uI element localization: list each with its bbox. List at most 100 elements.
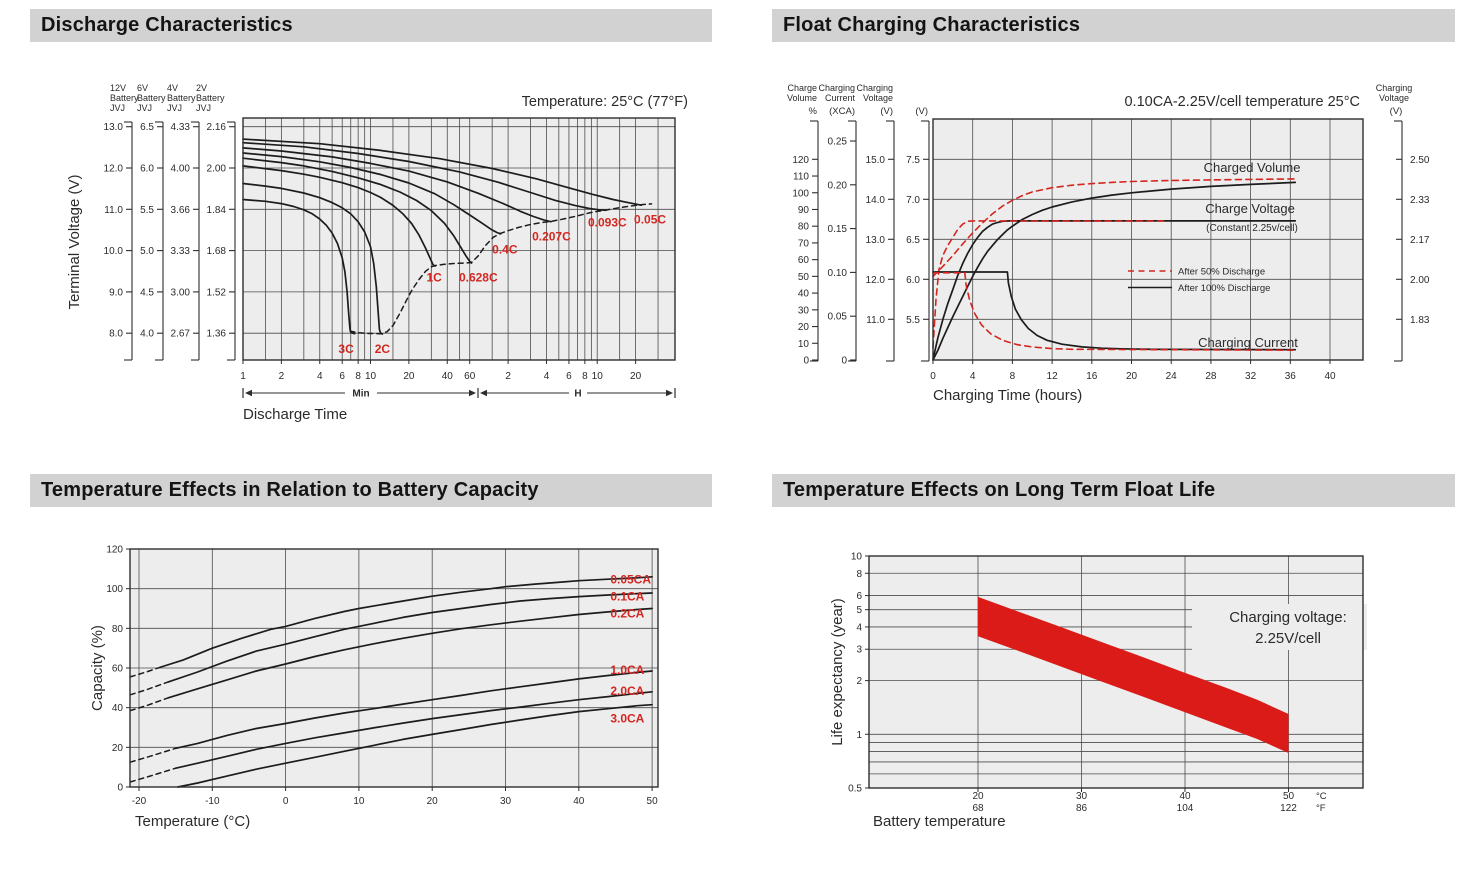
y-tick-label: 5.5 [906, 315, 920, 326]
series-Charging Current after 50% discharge [932, 272, 1297, 351]
series-2C [242, 182, 384, 335]
y-tick-label: 4.33 [171, 122, 191, 133]
x-tick-label: 20 [630, 371, 642, 382]
y-tick-label: 13.0 [104, 122, 124, 133]
discharge-plot-bg [243, 118, 675, 360]
y-tick-label: 100 [106, 584, 123, 595]
y-tick-label: 3.33 [171, 246, 191, 257]
y-tick-label: 2.00 [1410, 275, 1430, 286]
curve-label-3.0CA: 3.0CA [610, 712, 644, 726]
y-tick-label: 10.0 [104, 246, 124, 257]
label-charge-voltage: Charge Voltage [1205, 201, 1295, 216]
y-tick-label: 4 [856, 622, 862, 633]
x-tick-label: 40 [442, 371, 454, 382]
y-tick-label: 2 [856, 676, 862, 687]
scale-header: Battery [196, 93, 225, 103]
section-title-temperature-capacity: Temperature Effects in Relation to Batte… [41, 479, 539, 501]
x-tick-label: 20 [1126, 371, 1138, 382]
y-tick-label: 7.5 [906, 155, 920, 166]
series-Charge Voltage after 100% discharge [932, 220, 1297, 361]
scale-unit: (V) [1390, 106, 1403, 117]
series-Charged Volume after 50% discharge [932, 178, 1297, 278]
section-title-discharge: Discharge Characteristics [41, 14, 293, 36]
y-tick-label: 6.0 [140, 164, 154, 175]
y-tick-label: 40 [112, 703, 124, 714]
x-tick-label: 32 [1245, 371, 1257, 382]
y-tick-label: 4.00 [171, 164, 191, 175]
y-tick-label: 11.0 [104, 205, 123, 216]
x-tick-label: 28 [1205, 371, 1217, 382]
scale-header: JVJ [196, 103, 211, 113]
scale-header: 12V [110, 83, 126, 93]
x-axis-title: Charging Time (hours) [933, 387, 1082, 404]
x-tick-label: -10 [205, 796, 220, 807]
y-tick-label: 20 [798, 322, 810, 333]
scale-unit: (V) [880, 106, 893, 117]
y-tick-label: 40 [798, 289, 810, 300]
x-tick-label: 60 [464, 371, 476, 382]
scale-header: Voltage [863, 93, 893, 103]
y-tick-label: 5.5 [140, 205, 154, 216]
y-tick-label: 0 [841, 356, 847, 367]
x-tick-label: 8 [355, 371, 361, 382]
x-tick-label: 6 [339, 371, 345, 382]
life-expectancy-band [978, 596, 1289, 753]
x-tick-label: 12 [1047, 371, 1059, 382]
series-Charging Current after 100% discharge [932, 271, 1297, 351]
condition-annotation: 0.10CA-2.25V/cell temperature 25°C [1124, 94, 1360, 110]
x-tick-label-fahrenheit: 122 [1280, 803, 1297, 814]
y-tick-label: 30 [798, 305, 810, 316]
x-axis-title: Battery temperature [873, 813, 1006, 830]
curve-label-0.093C: 0.093C [588, 216, 627, 230]
curve-label-2C: 2C [375, 342, 391, 356]
y-tick-label: 0 [803, 356, 809, 367]
y-tick-label: 10 [851, 552, 863, 563]
y-tick-label: 1.52 [207, 287, 227, 298]
y-tick-label: 3 [856, 645, 862, 656]
y-tick-label: 1 [856, 730, 862, 741]
x-tick-label-celsius: 20 [972, 791, 984, 802]
curve-label-0.05C: 0.05C [634, 213, 666, 227]
series-2.0CA [174, 690, 653, 770]
x-tick-label: 4 [970, 371, 976, 382]
y-tick-label: 2.50 [1410, 155, 1430, 166]
y-tick-label: 2.67 [171, 329, 191, 340]
scale-header: Voltage [1379, 93, 1409, 103]
scale-header: Charging [856, 83, 893, 93]
x-tick-label: 50 [647, 796, 659, 807]
curve-label-1.0CA: 1.0CA [610, 663, 644, 677]
y-tick-label: 1.36 [207, 329, 227, 340]
legend-label-50: After 50% Discharge [1178, 267, 1265, 278]
y-tick-label: 0.10 [828, 268, 848, 279]
section-title-float-life: Temperature Effects on Long Term Float L… [783, 479, 1216, 501]
x-tick-label: 30 [500, 796, 512, 807]
x-tick-label-celsius: 40 [1179, 791, 1191, 802]
curve-label-0.4C: 0.4C [492, 243, 518, 257]
series-0.4C [242, 152, 502, 235]
x-tick-label: 6 [566, 371, 572, 382]
scale-header: Charging [1376, 83, 1413, 93]
series-3.0CA [176, 703, 653, 788]
scale-header: JVJ [137, 103, 152, 113]
life-plot-border [868, 555, 1364, 789]
x-tick-label-fahrenheit: 104 [1177, 803, 1194, 814]
y-tick-label: 110 [793, 172, 809, 183]
y-tick-label: 14.0 [866, 195, 886, 206]
temperature-annotation: Temperature: 25°C (77°F) [522, 94, 688, 110]
discharge-plot-border [242, 117, 676, 361]
series-Charged Volume after 100% discharge [932, 181, 1297, 361]
series-2.0CA-dashed [129, 767, 177, 783]
scale-header: Current [825, 93, 856, 103]
x-tick-label: 0 [930, 371, 936, 382]
curve-label-2.0CA: 2.0CA [610, 684, 644, 698]
curve-label-0.207C: 0.207C [532, 229, 571, 243]
section-header-temperature-capacity: Temperature Effects in Relation to Batte… [30, 474, 712, 507]
x-tick-label-fahrenheit: 86 [1076, 803, 1088, 814]
y-tick-label: 20 [112, 743, 124, 754]
scale-header: JVJ [110, 103, 125, 113]
y-tick-label: 9.0 [109, 287, 123, 298]
x-tick-label: 40 [573, 796, 585, 807]
scale-header: Battery [137, 93, 166, 103]
series-0.2CA-dashed [129, 697, 170, 712]
